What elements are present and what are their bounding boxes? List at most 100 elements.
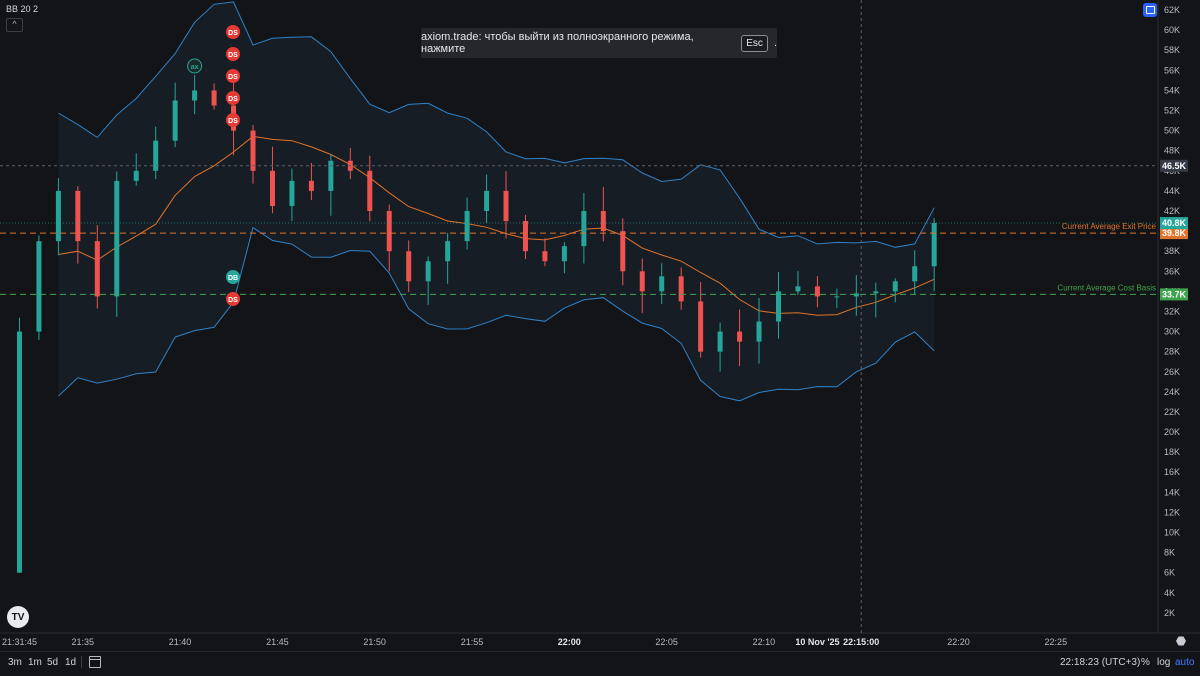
log-toggle[interactable]: log [1157, 657, 1171, 668]
candle-body [931, 223, 937, 267]
y-tick-label: 26K [1164, 367, 1180, 377]
x-tick-label: 10 Nov '25 [795, 637, 839, 647]
trade-marker [226, 91, 240, 105]
candle-body [503, 190, 509, 222]
tradingview-logo[interactable]: TV [7, 606, 29, 628]
candle-body [114, 180, 120, 297]
y-tick-label: 48K [1164, 146, 1180, 156]
y-tick-label: 24K [1164, 387, 1180, 397]
x-tick-label: 21:50 [363, 637, 386, 647]
trade-marker-label: DS [228, 96, 238, 103]
candle-body [542, 251, 548, 262]
y-tick-label: 36K [1164, 266, 1180, 276]
y-tick-label: 44K [1164, 186, 1180, 196]
candle-body [698, 301, 704, 352]
timeframe-5d[interactable]: 5d [47, 657, 59, 668]
y-tick-label: 60K [1164, 25, 1180, 35]
y-tick-label: 22K [1164, 407, 1180, 417]
candle-body [94, 241, 100, 297]
trade-marker [226, 69, 240, 83]
candle-body [192, 90, 198, 101]
x-tick-label: 22:15:00 [843, 637, 879, 647]
candle-body [737, 331, 743, 342]
auto-toggle[interactable]: auto [1175, 657, 1195, 668]
timeframe-3m[interactable]: 3m [8, 657, 22, 668]
calendar-icon[interactable] [89, 656, 101, 668]
candle-body [795, 286, 801, 292]
y-tick-label: 50K [1164, 126, 1180, 136]
settings-icon[interactable] [1176, 636, 1186, 646]
trade-marker [226, 113, 240, 127]
trade-marker-label: DS [228, 74, 238, 81]
candle-body [36, 241, 42, 332]
clock[interactable]: 22:18:23 (UTC+3) [1060, 657, 1141, 668]
bollinger-upper-line [58, 1, 935, 248]
crosshair-price-tag [1160, 159, 1188, 172]
timeframe-1m[interactable]: 1m [28, 657, 42, 668]
y-tick-label: 52K [1164, 106, 1180, 116]
price-line-label: 39.8K [1162, 228, 1187, 238]
x-tick-label: 22:00 [558, 637, 581, 647]
timeframe-1d[interactable]: 1d [65, 657, 77, 668]
trade-marker-label: DS [228, 30, 238, 37]
x-tick-label: 22:05 [655, 637, 678, 647]
candle-body [600, 211, 606, 232]
x-tick-label: 21:45 [266, 637, 289, 647]
toolbar-separator [81, 656, 82, 668]
candle-body [269, 170, 275, 206]
candle-body [484, 190, 490, 211]
candle-body [717, 331, 723, 352]
candle-body [425, 261, 431, 282]
indicator-label[interactable]: BB 20 2 [6, 4, 39, 14]
candle-body [153, 140, 159, 171]
trade-marker-label: DB [228, 275, 238, 282]
y-tick-label: 16K [1164, 467, 1180, 477]
fullscreen-icon[interactable] [1143, 3, 1157, 17]
candle-body [386, 211, 392, 252]
candle-body [464, 211, 470, 242]
candle-body [522, 221, 528, 252]
y-tick-label: 62K [1164, 5, 1180, 15]
trade-marker-label: ax [191, 64, 199, 71]
candle-body [678, 276, 684, 302]
y-tick-label: 14K [1164, 487, 1180, 497]
candle-body [775, 291, 781, 322]
trade-marker [187, 58, 203, 74]
trade-marker [226, 25, 240, 39]
x-tick-label: 21:31:45 [2, 637, 37, 647]
y-tick-label: 18K [1164, 447, 1180, 457]
bollinger-basis-line [58, 135, 935, 316]
candle-body [133, 170, 139, 181]
candle-body [55, 190, 61, 242]
collapse-button[interactable]: ^ [6, 18, 23, 32]
candle-body [561, 246, 567, 262]
toast-suffix: . [773, 37, 777, 49]
bollinger-lower-line [58, 226, 935, 402]
esc-key-badge: Esc [741, 34, 768, 52]
price-line-label: 33.7K [1162, 289, 1187, 299]
trade-marker [226, 47, 240, 61]
y-tick-label: 8K [1164, 548, 1175, 558]
trade-marker [226, 292, 240, 306]
candle-body [16, 331, 22, 573]
candle-body [639, 271, 645, 292]
y-tick-label: 12K [1164, 507, 1180, 517]
percent-toggle[interactable]: % [1141, 657, 1150, 668]
y-tick-label: 20K [1164, 427, 1180, 437]
candle-body [814, 286, 820, 297]
x-tick-label: 22:25 [1045, 637, 1068, 647]
candle-body [853, 293, 859, 297]
fullscreen-toast: axiom.trade: чтобы выйти из полноэкранно… [421, 28, 777, 58]
y-tick-label: 32K [1164, 306, 1180, 316]
candle-body [250, 130, 256, 171]
price-line-tag [1160, 227, 1188, 240]
candle-body [756, 321, 762, 342]
price-chart[interactable]: 2K 4K 6K 8K 10K 12K 14K 16K 18K 20K 22K 24K 26K 28K 30… [0, 0, 1200, 651]
candle-body [892, 281, 898, 292]
y-tick-label: 6K [1164, 568, 1175, 578]
trade-marker [226, 270, 240, 284]
candle-body [308, 180, 314, 191]
bottom-toolbar [0, 651, 1200, 676]
candle-body [834, 296, 840, 298]
price-line-tag [1160, 288, 1188, 301]
